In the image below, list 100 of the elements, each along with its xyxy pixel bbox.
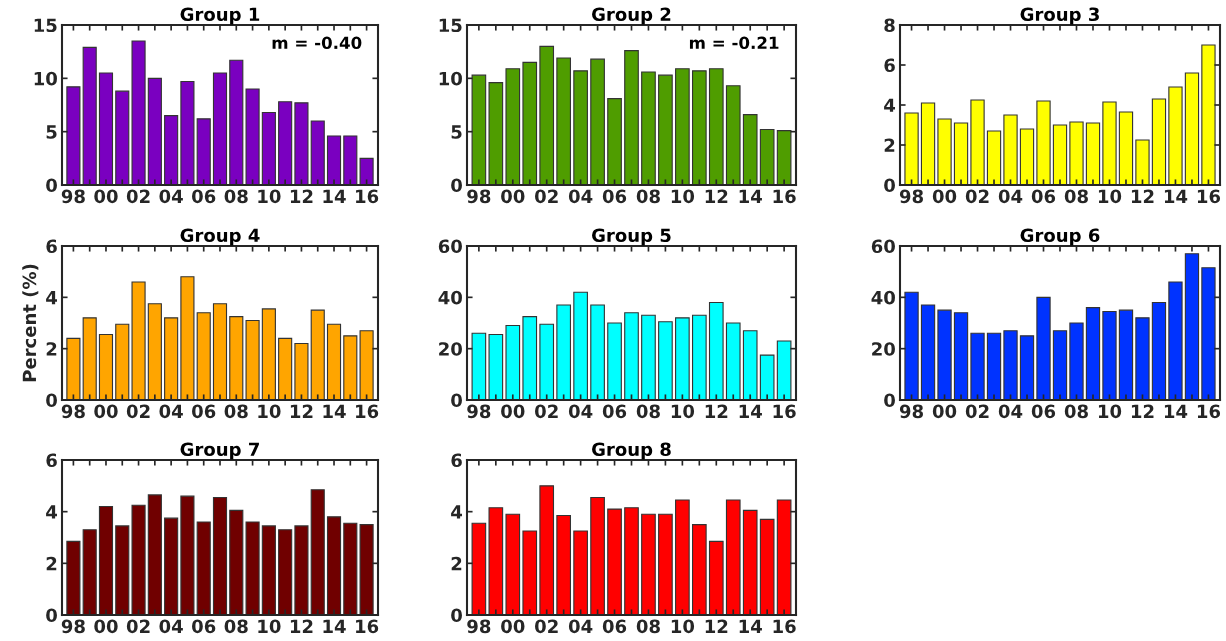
x-tick-label: 04	[159, 404, 183, 419]
y-tick-label: 0	[46, 178, 57, 193]
chart-title: Group 5	[592, 228, 671, 246]
bar	[196, 521, 211, 615]
bar	[261, 111, 276, 185]
bar	[607, 98, 622, 185]
bar	[658, 321, 673, 400]
bar	[937, 309, 952, 400]
x-tick-label: 98	[61, 619, 85, 634]
bar	[953, 122, 969, 185]
bar	[1102, 101, 1117, 185]
x-tick-label: 16	[773, 619, 796, 634]
y-tick-label: 4	[46, 291, 57, 305]
bar	[1168, 86, 1183, 185]
x-tick-label: 14	[323, 404, 346, 418]
y-tick-label: 5	[46, 125, 57, 139]
x-tick-label: 00	[94, 404, 118, 419]
bar	[522, 316, 538, 400]
x-tick-label: 04	[568, 189, 593, 204]
bar	[920, 304, 936, 400]
x-tick-label: 06	[192, 619, 216, 634]
x-tick-label: 08	[1064, 404, 1088, 419]
bar	[539, 485, 555, 615]
bar	[725, 85, 741, 185]
bar	[310, 120, 325, 185]
bar	[708, 540, 724, 615]
bar	[1036, 100, 1051, 185]
bar	[1019, 335, 1035, 400]
bar	[98, 72, 114, 185]
x-tick-label: 06	[1031, 189, 1056, 204]
x-tick-label: 04	[159, 619, 183, 634]
bar	[986, 130, 1002, 185]
bar	[326, 323, 342, 400]
bar	[212, 72, 228, 185]
bar	[310, 489, 325, 615]
bar	[1184, 72, 1200, 185]
bar	[326, 516, 342, 615]
bar	[539, 323, 555, 400]
bar	[675, 68, 690, 185]
x-tick-label: 14	[1164, 189, 1188, 203]
bar	[556, 57, 572, 185]
bar	[1168, 281, 1183, 400]
x-tick-label: 06	[192, 404, 216, 419]
x-tick-label: 10	[671, 619, 695, 634]
annotation: m = -0.21	[689, 36, 779, 50]
x-tick-label: 06	[602, 619, 627, 634]
bar	[115, 525, 130, 615]
x-tick-label: 16	[1197, 404, 1221, 419]
y-tick-label: 0	[46, 608, 57, 623]
x-tick-label: 10	[1098, 404, 1122, 419]
y-axis-title: Percent (%)	[22, 264, 39, 382]
bar	[310, 309, 325, 400]
bar	[1069, 121, 1084, 185]
x-tick-label: 04	[159, 189, 183, 204]
x-tick-label: 14	[323, 189, 346, 203]
bar	[82, 46, 97, 185]
bar	[180, 495, 195, 615]
bar	[131, 40, 146, 185]
bar	[471, 332, 487, 400]
x-tick-label: 02	[535, 619, 558, 634]
x-tick-label: 02	[126, 619, 150, 634]
x-tick-label: 04	[568, 619, 593, 634]
x-tick-label: 10	[671, 404, 695, 419]
bar	[1003, 330, 1018, 400]
bar	[1036, 296, 1051, 400]
bar	[904, 112, 919, 185]
bar	[229, 59, 244, 185]
bar	[164, 115, 179, 185]
bar	[624, 50, 639, 185]
bar	[66, 337, 81, 400]
bar	[675, 499, 690, 615]
bar	[573, 291, 588, 400]
chart-title: Group 2	[592, 7, 671, 25]
x-tick-label: 10	[258, 189, 281, 204]
x-tick-label: 98	[899, 189, 923, 204]
x-tick-label: 04	[568, 404, 593, 419]
bar	[1085, 307, 1101, 400]
bar	[1184, 253, 1200, 400]
x-tick-label: 16	[356, 404, 379, 419]
bar	[505, 68, 521, 185]
bar	[522, 61, 538, 185]
bar	[212, 496, 228, 615]
bar	[343, 135, 358, 185]
bar	[131, 504, 146, 615]
bar	[66, 540, 81, 615]
y-tick-label: 10	[439, 71, 462, 86]
bar	[776, 130, 792, 185]
chart-title: Group 8	[592, 442, 671, 460]
x-tick-label: 12	[705, 619, 728, 633]
bar	[708, 301, 724, 400]
bar	[294, 342, 309, 400]
bar	[245, 521, 260, 615]
x-tick-label: 06	[602, 189, 627, 204]
x-tick-label: 16	[773, 404, 796, 419]
bar	[1069, 322, 1084, 400]
bar	[164, 317, 179, 400]
bar	[98, 333, 114, 400]
bar	[359, 330, 374, 400]
chart-title: Group 4	[180, 228, 260, 246]
y-tick-label: 8	[884, 18, 895, 33]
